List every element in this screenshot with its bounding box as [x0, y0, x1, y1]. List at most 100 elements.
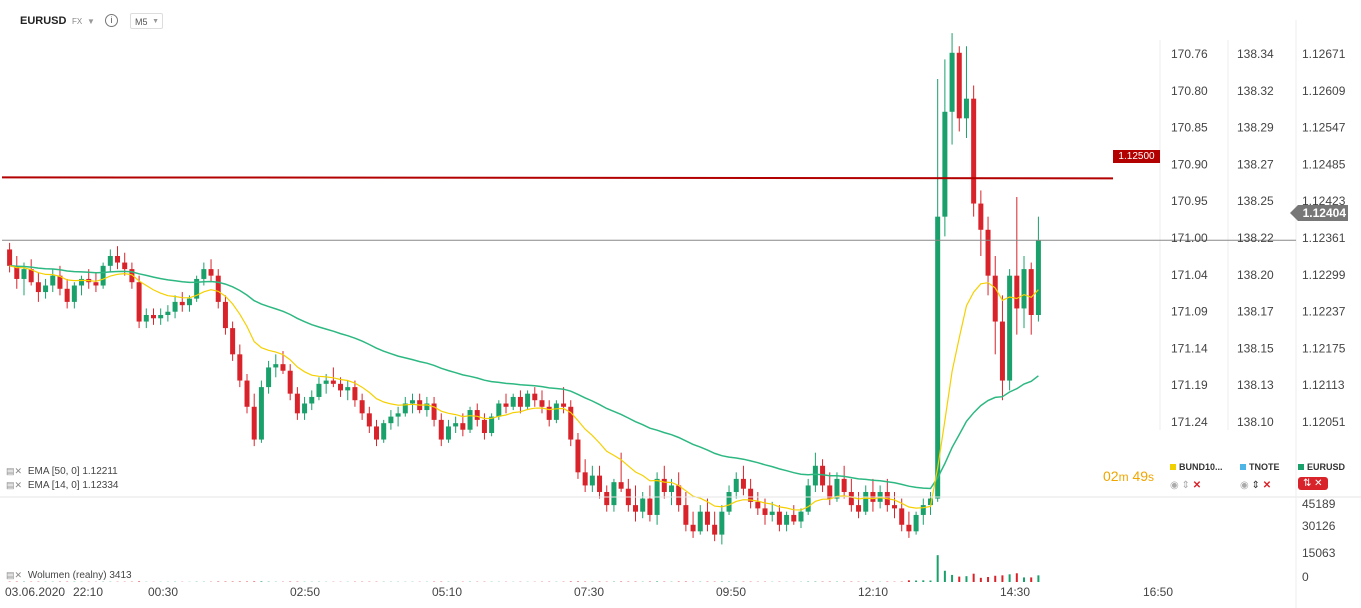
candle-body [611, 482, 617, 506]
compare-tnote[interactable]: TNOTE ◉ ⇕ ✕ [1240, 462, 1280, 491]
candle-body [834, 478, 840, 499]
ema14-params: [14, 0] [51, 480, 80, 491]
volume-value: 3413 [109, 570, 132, 581]
y-tick-label: 170.95 [1171, 194, 1208, 208]
horizontal-line-price-tag[interactable]: 1.12500 [1113, 150, 1160, 163]
candle-body [244, 380, 250, 407]
candle-body [927, 498, 933, 506]
candle-body [604, 492, 610, 506]
volume-bar [951, 574, 954, 582]
timeframe-select[interactable]: M5 ▼ [130, 13, 163, 29]
candle-body [892, 505, 898, 509]
volume-bar [936, 555, 939, 582]
candle-body [856, 505, 862, 512]
volume-legend[interactable]: ▤✕ Wolumen (realny) 3413 [6, 570, 132, 581]
candle-body [517, 396, 523, 407]
y-tick-label: 171.24 [1171, 415, 1208, 429]
candle-body [222, 301, 228, 329]
candle-body [546, 406, 552, 420]
candle-body [489, 416, 495, 433]
volume-bar [138, 581, 141, 582]
candle-body [712, 524, 718, 535]
y-tick-label: 1.12609 [1302, 84, 1346, 98]
candle-body [791, 514, 797, 522]
sliders-icon[interactable]: ⇅ ✕ [1298, 477, 1328, 490]
volume-bar [1001, 575, 1004, 582]
compare-tools[interactable]: ◉ ⇕ ✕ [1240, 480, 1280, 491]
candle-body [251, 406, 257, 440]
candle-body [302, 403, 308, 414]
candle-body [345, 387, 351, 391]
candle-body [640, 498, 646, 512]
eye-icon[interactable]: ◉ [1170, 480, 1179, 491]
settings-icon[interactable]: ▤✕ [6, 480, 23, 490]
candle-body [208, 269, 214, 276]
compare-tools[interactable]: ⇅ ✕ [1298, 477, 1345, 490]
candle-body [136, 282, 142, 322]
candle-body [748, 488, 754, 502]
volume-tick-label: 45189 [1302, 497, 1336, 511]
x-tick-label: 05:10 [432, 585, 462, 599]
candle-body [388, 416, 394, 424]
candle-body [179, 301, 185, 306]
color-swatch [1170, 464, 1176, 470]
candle-body [1021, 269, 1027, 309]
timeframe-value: M5 [135, 17, 148, 27]
volume-bar [994, 575, 997, 582]
candle-body [28, 269, 34, 283]
settings-icon[interactable]: ▤✕ [6, 570, 23, 580]
info-icon[interactable]: i [105, 14, 118, 27]
compare-eurusd[interactable]: EURUSD ⇅ ✕ [1298, 462, 1345, 490]
candle-body [561, 403, 567, 407]
candle-body [863, 492, 869, 512]
compare-tools[interactable]: ◉ ⇕ ✕ [1170, 480, 1223, 491]
ema14-legend[interactable]: ▤✕ EMA [14, 0] 1.12334 [6, 480, 118, 491]
x-tick-label: 16:50 [1143, 585, 1173, 599]
x-tick-label: 07:30 [574, 585, 604, 599]
x-tick-label: 03.06.2020 [5, 585, 65, 599]
ema50-legend[interactable]: ▤✕ EMA [50, 0] 1.12211 [6, 466, 118, 477]
candle-body [287, 370, 293, 394]
candle-body [316, 383, 322, 397]
ema50-params: [50, 0] [51, 466, 80, 477]
eye-icon[interactable]: ◉ [1240, 480, 1249, 491]
candle-body [201, 269, 207, 279]
volume-bar [656, 581, 659, 582]
y-tick-label: 138.27 [1237, 157, 1274, 171]
settings-icon[interactable]: ▤✕ [6, 466, 23, 476]
y-tick-label: 138.22 [1237, 231, 1274, 245]
candle-body [258, 387, 264, 440]
chart-header: EURUSD FX ▼ i M5 ▼ [0, 0, 1160, 40]
candles-layer [7, 33, 1041, 545]
horizontal-line [1, 176, 1114, 180]
close-icon[interactable]: ✕ [1192, 480, 1202, 491]
close-icon[interactable]: ✕ [1262, 480, 1272, 491]
candle-body [330, 380, 336, 384]
volume-bar [915, 580, 918, 582]
volume-bar [987, 577, 990, 582]
candle-body [107, 256, 113, 266]
volume-mode: (realny) [72, 570, 107, 581]
candle-body [841, 478, 847, 492]
y-tick-label: 138.13 [1237, 378, 1274, 392]
ema14-label: EMA [27, 480, 49, 491]
move-icon[interactable]: ⇕ [1251, 480, 1260, 491]
axes-layer: 170.76 170.80 170.85 170.90 170.95 171.00 171.… [0, 20, 1361, 608]
candle-body [510, 396, 516, 407]
symbol-label[interactable]: EURUSD [20, 15, 67, 27]
y-tick-label: 1.12547 [1302, 121, 1346, 135]
candle-body [575, 439, 581, 473]
candle-body [820, 465, 826, 486]
symbol-dropdown-icon[interactable]: ▼ [87, 17, 95, 26]
compare-bund[interactable]: BUND10... ◉ ⇕ ✕ [1170, 462, 1223, 491]
y-tick-label: 138.25 [1237, 194, 1274, 208]
candle-body [359, 400, 365, 414]
y-tick-label: 138.32 [1237, 84, 1274, 98]
candle-body [194, 278, 200, 299]
candle-body [186, 298, 192, 306]
candle-body [676, 485, 682, 506]
candle-body [798, 511, 804, 522]
move-icon[interactable]: ⇕ [1181, 480, 1190, 491]
candle-body [93, 282, 99, 286]
